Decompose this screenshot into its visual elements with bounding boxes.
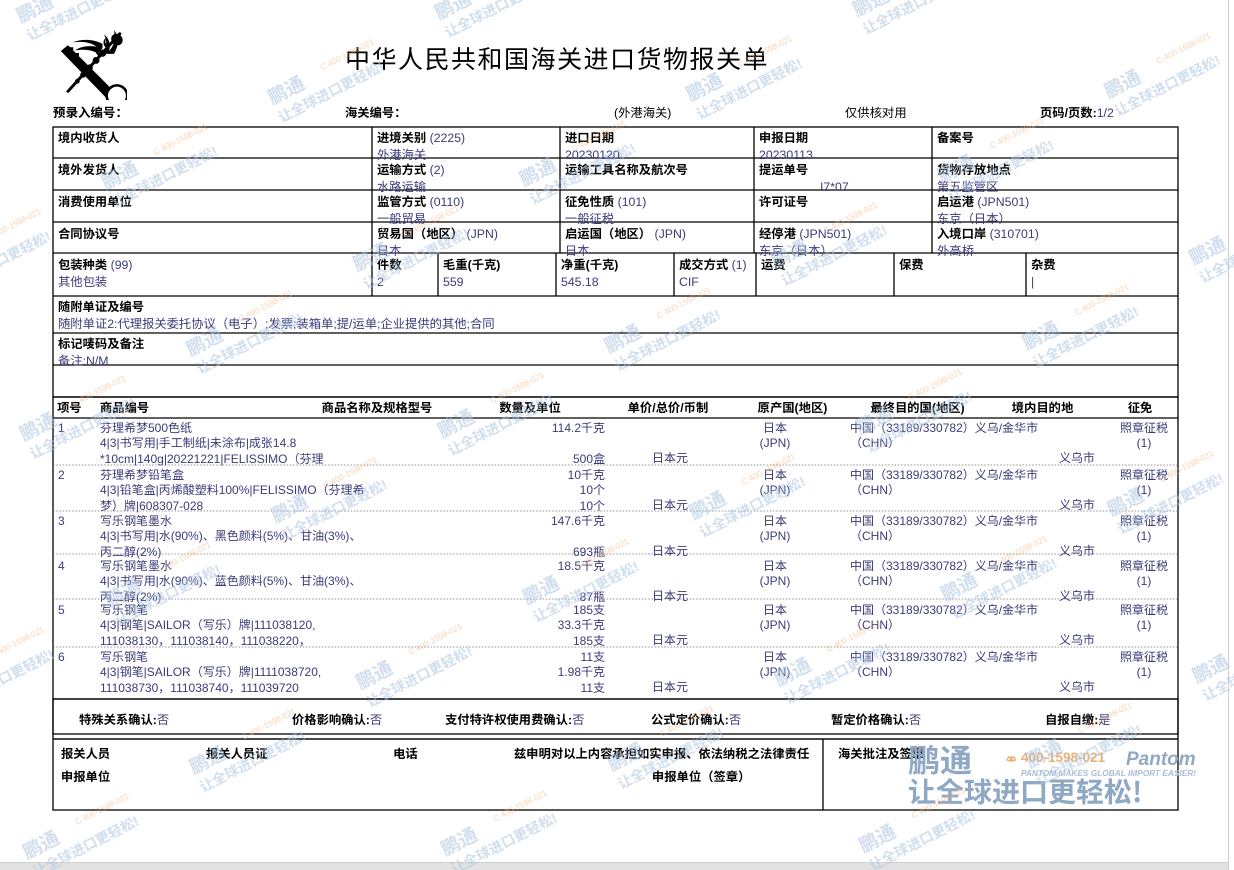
svg-text:400-1598-021: 400-1598-021 — [1021, 750, 1106, 765]
svg-text:Pantom: Pantom — [1126, 749, 1196, 770]
svg-text:让全球进口更轻松!: 让全球进口更轻松! — [908, 771, 1142, 810]
